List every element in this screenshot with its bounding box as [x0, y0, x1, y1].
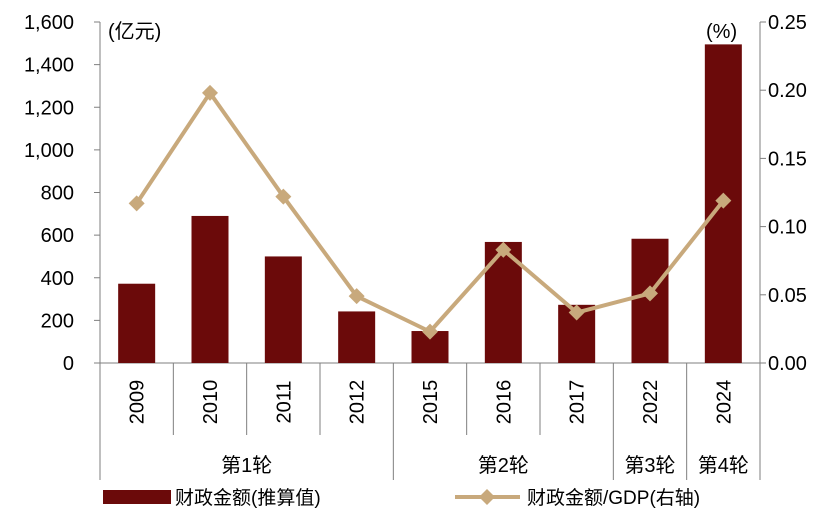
ratio-marker-2009 — [128, 195, 145, 212]
left-tick-label: 200 — [41, 310, 74, 332]
left-tick-label: 800 — [41, 183, 74, 205]
category-label: 2009 — [127, 380, 149, 425]
right-tick-label: 0.20 — [768, 80, 807, 102]
left-unit-label: (亿元) — [108, 20, 161, 43]
legend: 财政金额(推算值) 财政金额/GDP(右轴) — [103, 487, 700, 509]
ratio-marker-2015 — [422, 323, 438, 340]
group-label: 第4轮 — [698, 454, 749, 477]
category-label: 2022 — [640, 380, 662, 425]
legend-line-label: 财政金额/GDP(右轴) — [527, 487, 700, 509]
right-tick-label: 0.25 — [768, 12, 807, 34]
bar-2011 — [264, 256, 302, 363]
category-label: 2015 — [420, 380, 442, 425]
left-tick-label: 1,000 — [24, 140, 74, 162]
left-tick-label: 600 — [41, 225, 74, 247]
ratio-marker-2022 — [642, 285, 658, 302]
right-unit-label: (%) — [706, 21, 737, 43]
left-tick-label: 1,400 — [24, 55, 74, 77]
bar-2012 — [338, 311, 376, 363]
ratio-marker-2012 — [348, 288, 365, 305]
category-label: 2010 — [200, 380, 222, 425]
left-tick-label: 1,600 — [24, 12, 74, 34]
ratio-marker-2011 — [275, 188, 292, 205]
legend-bar-swatch — [103, 490, 171, 504]
ratio-marker-2010 — [202, 84, 218, 101]
right-tick-label: 0.10 — [768, 217, 807, 239]
ratio-marker-2016 — [495, 241, 512, 258]
group-label: 第2轮 — [478, 454, 529, 477]
category-label: 2012 — [347, 380, 369, 425]
category-label: 2011 — [273, 380, 295, 423]
category-label: 2016 — [493, 380, 515, 425]
legend-line-marker — [479, 489, 495, 505]
category-label: 2024 — [713, 380, 735, 425]
ratio-marker-2024 — [715, 192, 732, 209]
group-label: 第1轮 — [221, 454, 272, 477]
bar-2010 — [191, 215, 229, 363]
right-tick-label: 0.05 — [768, 285, 807, 307]
ratio-marker-2017 — [568, 304, 585, 321]
right-tick-label: 0.15 — [768, 148, 807, 170]
bar-2009 — [118, 283, 156, 363]
right-tick-label: 0.00 — [768, 353, 807, 375]
group-label: 第3轮 — [624, 454, 675, 477]
left-tick-label: 0 — [63, 353, 74, 375]
left-tick-label: 1,200 — [24, 97, 74, 119]
category-label: 2017 — [567, 380, 589, 425]
left-tick-label: 400 — [41, 268, 74, 290]
legend-bar-label: 财政金额(推算值) — [175, 487, 321, 509]
